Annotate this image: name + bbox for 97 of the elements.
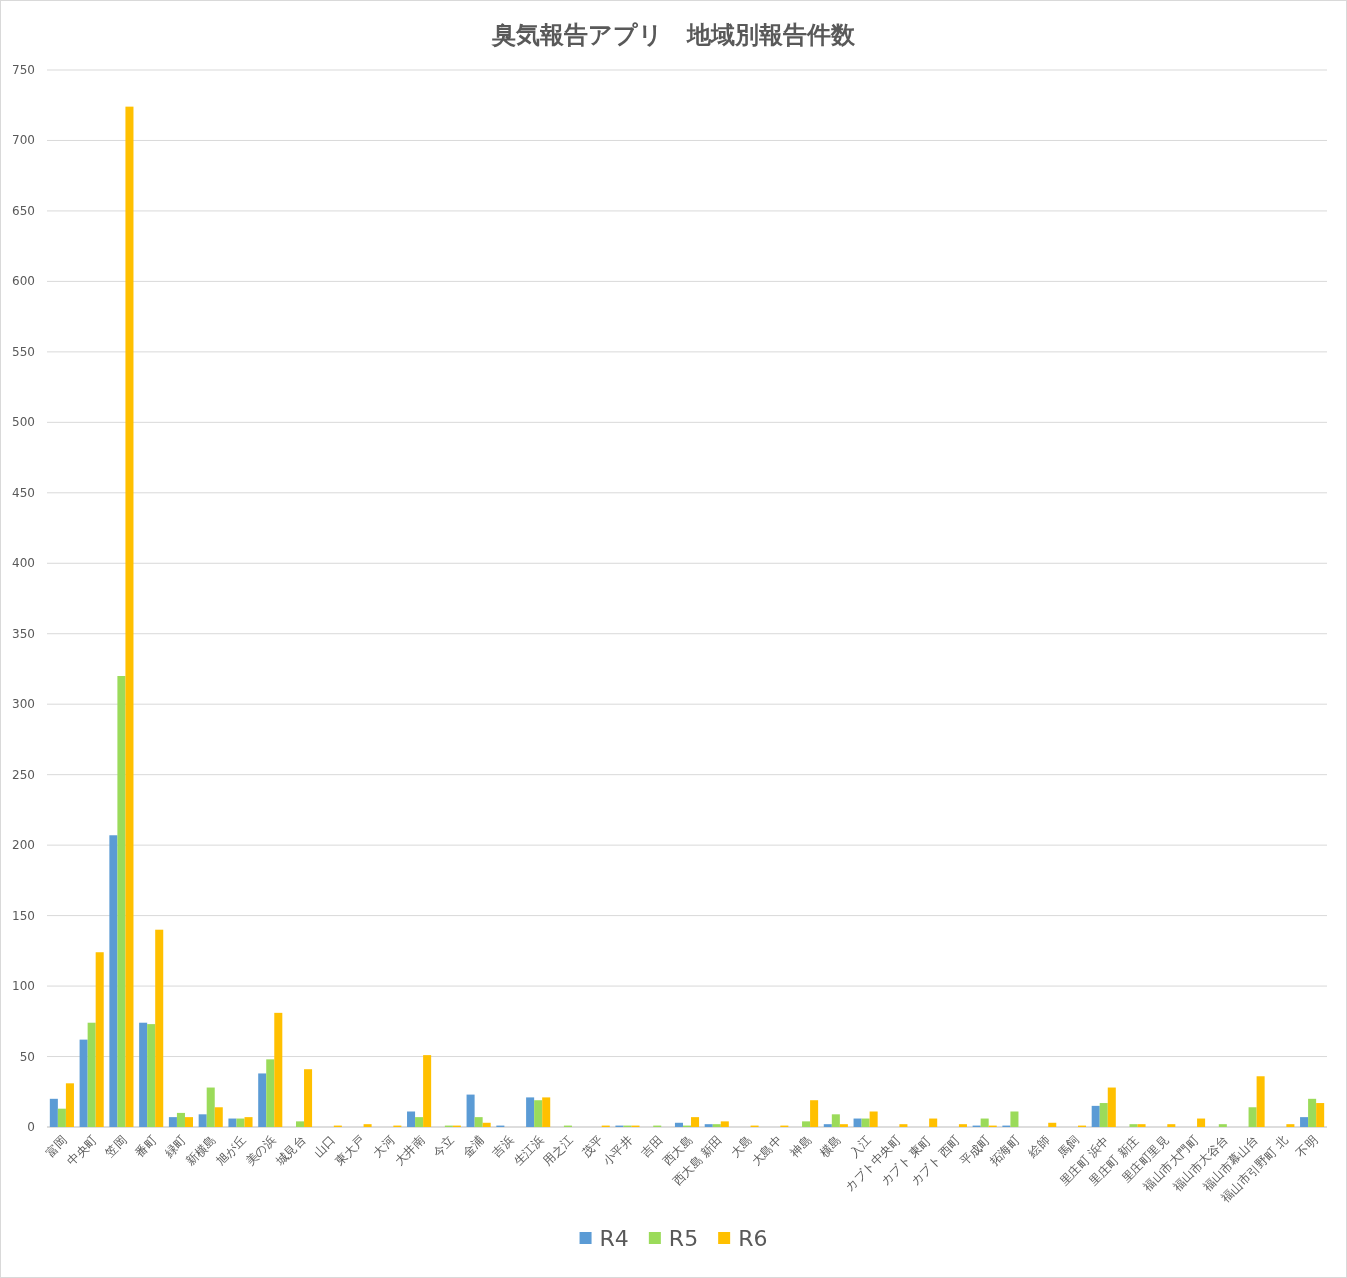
bar bbox=[810, 1100, 819, 1127]
bar bbox=[214, 1107, 223, 1127]
bar bbox=[184, 1117, 194, 1127]
y-tick-label: 200 bbox=[12, 838, 35, 853]
bar bbox=[1286, 1124, 1295, 1127]
bar bbox=[236, 1118, 245, 1127]
bar bbox=[526, 1097, 535, 1127]
bar bbox=[1099, 1103, 1108, 1127]
bar bbox=[466, 1094, 475, 1127]
bar bbox=[1197, 1118, 1206, 1127]
y-tick-label: 500 bbox=[12, 415, 35, 430]
bar bbox=[542, 1097, 551, 1127]
bar bbox=[802, 1121, 811, 1127]
bar bbox=[534, 1100, 543, 1127]
bar bbox=[266, 1059, 275, 1127]
bar bbox=[1300, 1117, 1309, 1127]
y-tick-label: 250 bbox=[12, 767, 35, 782]
bar bbox=[79, 1039, 88, 1127]
y-tick-label: 100 bbox=[12, 979, 35, 994]
legend-label: R4 bbox=[599, 1226, 629, 1251]
bar bbox=[823, 1124, 832, 1127]
bar bbox=[861, 1118, 870, 1127]
bar bbox=[198, 1114, 207, 1127]
legend-label: R5 bbox=[668, 1226, 699, 1251]
bar bbox=[1256, 1076, 1265, 1127]
y-tick-label: 750 bbox=[12, 63, 35, 77]
bar bbox=[407, 1111, 416, 1127]
bar bbox=[147, 1024, 156, 1127]
y-tick-label: 700 bbox=[12, 133, 35, 148]
x-tick-label: 笠岡 bbox=[102, 1133, 130, 1161]
bar bbox=[691, 1117, 700, 1127]
bar bbox=[712, 1124, 721, 1127]
bar bbox=[1137, 1124, 1146, 1127]
bar bbox=[139, 1022, 148, 1127]
bar bbox=[1167, 1124, 1176, 1127]
bar bbox=[109, 835, 118, 1127]
y-tick-label: 350 bbox=[12, 626, 35, 641]
y-tick-label: 600 bbox=[12, 274, 35, 289]
bar bbox=[1218, 1124, 1227, 1127]
bar bbox=[474, 1117, 483, 1127]
bar bbox=[296, 1121, 305, 1127]
bar bbox=[95, 952, 104, 1127]
bar bbox=[1248, 1107, 1257, 1127]
bar bbox=[980, 1118, 989, 1127]
bar bbox=[117, 676, 126, 1127]
y-tick-label: 50 bbox=[19, 1049, 35, 1064]
bar bbox=[304, 1069, 313, 1127]
bar bbox=[1308, 1098, 1317, 1127]
bar bbox=[244, 1117, 253, 1127]
x-tick-label: 番町 bbox=[132, 1133, 160, 1161]
y-tick-label: 0 bbox=[27, 1120, 35, 1134]
bar bbox=[674, 1122, 683, 1127]
bar bbox=[206, 1087, 215, 1127]
bar bbox=[899, 1124, 908, 1127]
bar bbox=[57, 1108, 66, 1127]
bar bbox=[482, 1122, 491, 1127]
bar bbox=[363, 1124, 372, 1127]
bar bbox=[1129, 1124, 1138, 1127]
bar bbox=[853, 1118, 862, 1127]
y-tick-label: 300 bbox=[12, 697, 35, 712]
bar bbox=[1316, 1103, 1325, 1127]
y-tick-label: 550 bbox=[12, 344, 35, 359]
bar bbox=[720, 1121, 729, 1127]
bar bbox=[168, 1117, 177, 1127]
y-tick-label: 650 bbox=[12, 203, 35, 218]
bar bbox=[929, 1118, 938, 1127]
bar bbox=[869, 1111, 878, 1127]
bar bbox=[1048, 1122, 1057, 1127]
bar bbox=[415, 1117, 424, 1127]
bar bbox=[87, 1022, 96, 1127]
y-tick-label: 400 bbox=[12, 556, 35, 571]
y-tick-label: 150 bbox=[12, 908, 35, 923]
bar bbox=[1010, 1111, 1019, 1127]
bar bbox=[423, 1055, 432, 1127]
bar bbox=[1107, 1087, 1116, 1127]
x-tick-label: 横島 bbox=[817, 1133, 844, 1161]
x-tick-label: 今立 bbox=[430, 1133, 457, 1161]
bar bbox=[958, 1124, 967, 1127]
bar bbox=[228, 1118, 237, 1127]
x-tick-label: 不明 bbox=[1293, 1133, 1321, 1161]
bar bbox=[155, 929, 164, 1127]
y-tick-label: 450 bbox=[12, 485, 35, 500]
bar bbox=[65, 1083, 74, 1127]
bar bbox=[831, 1114, 840, 1127]
bar bbox=[176, 1112, 185, 1127]
legend-label: R6 bbox=[738, 1226, 768, 1251]
x-tick-label: 絵師 bbox=[1024, 1133, 1053, 1161]
bar bbox=[125, 106, 134, 1127]
x-tick-label: 神島 bbox=[787, 1133, 815, 1161]
bar bbox=[704, 1124, 713, 1127]
x-tick-label: 金浦 bbox=[459, 1133, 487, 1161]
bar bbox=[274, 1012, 283, 1127]
bar bbox=[1091, 1105, 1100, 1127]
bar bbox=[839, 1124, 848, 1127]
bar bbox=[258, 1073, 267, 1127]
chart-title: 臭気報告アプリ 地域別報告件数 bbox=[491, 21, 856, 49]
bar bbox=[49, 1098, 58, 1127]
